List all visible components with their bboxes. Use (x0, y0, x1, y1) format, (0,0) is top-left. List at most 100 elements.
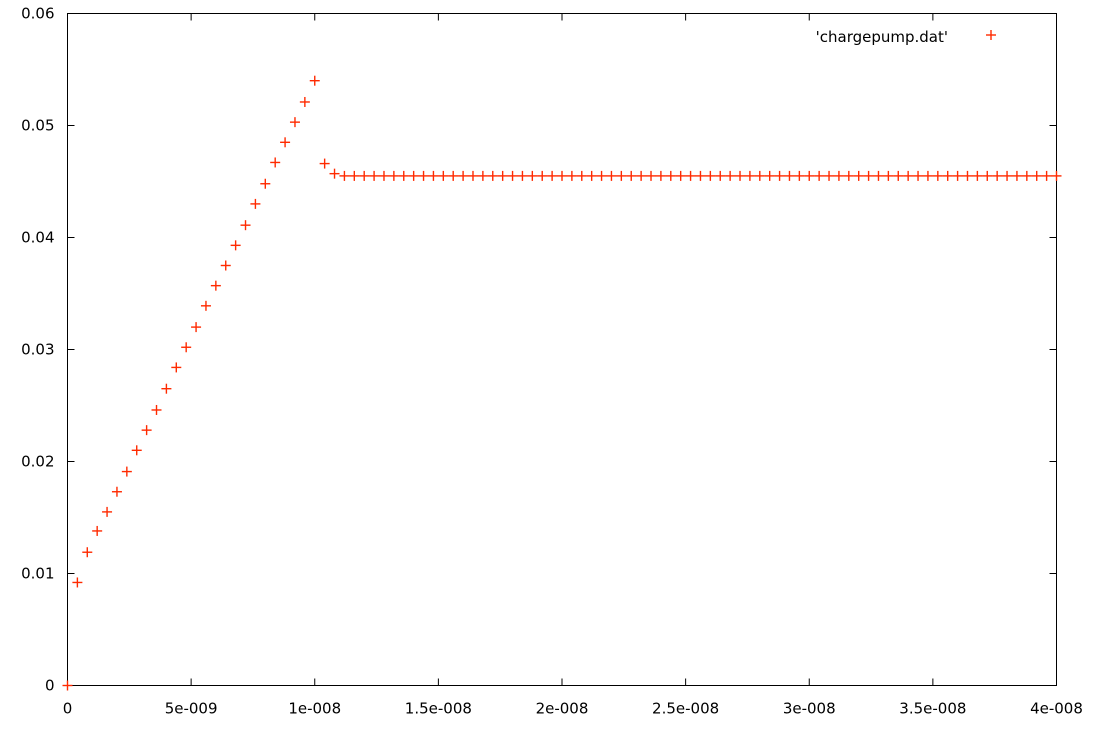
data-point (665, 170, 676, 181)
data-point (922, 170, 933, 181)
data-point (794, 170, 805, 181)
y-tick-label: 0.02 (21, 453, 54, 471)
data-point (458, 170, 469, 181)
data-point (111, 486, 122, 497)
data-point (487, 170, 498, 181)
data-point (250, 198, 261, 209)
data-point (260, 178, 271, 189)
data-point (62, 680, 73, 691)
data-point (547, 170, 558, 181)
data-point (754, 170, 765, 181)
data-point (636, 170, 647, 181)
legend-marker-plus (986, 30, 996, 40)
x-tick-label: 2.5e-008 (652, 700, 719, 718)
y-tick-label: 0.05 (21, 117, 54, 135)
data-point (210, 280, 221, 291)
data-point (774, 170, 785, 181)
data-point (725, 170, 736, 181)
y-tick-label: 0.04 (21, 229, 54, 247)
data-point (833, 170, 844, 181)
data-point (527, 170, 538, 181)
data-point (102, 506, 113, 517)
x-tick-label: 3.5e-008 (899, 700, 966, 718)
data-point (171, 362, 182, 373)
y-tick-label: 0.03 (21, 341, 54, 359)
data-points (62, 75, 1062, 691)
data-point (359, 170, 370, 181)
data-point (626, 170, 637, 181)
data-point (695, 170, 706, 181)
data-point (517, 170, 528, 181)
data-point (388, 170, 399, 181)
data-point (952, 170, 963, 181)
data-point (289, 117, 300, 128)
y-tick-label: 0.06 (21, 5, 54, 23)
data-point (280, 137, 291, 148)
y-tick-label: 0 (45, 677, 55, 695)
data-point (586, 170, 597, 181)
data-point (685, 170, 696, 181)
data-point (646, 170, 657, 181)
data-point (438, 170, 449, 181)
legend: 'chargepump.dat' (816, 28, 996, 46)
data-point (507, 170, 518, 181)
data-point (616, 170, 627, 181)
data-point (448, 170, 459, 181)
data-point (893, 170, 904, 181)
data-point (191, 322, 202, 333)
data-point (982, 170, 993, 181)
data-point (72, 577, 83, 588)
data-point (181, 342, 192, 353)
data-point (705, 170, 716, 181)
data-point (299, 96, 310, 107)
data-point (339, 170, 350, 181)
data-point (418, 170, 429, 181)
data-point (1051, 170, 1062, 181)
data-point (428, 170, 439, 181)
data-point (913, 170, 924, 181)
data-point (566, 170, 577, 181)
data-point (744, 170, 755, 181)
plot-frame (67, 13, 1057, 686)
data-point (319, 158, 330, 169)
data-point (883, 170, 894, 181)
data-point (131, 445, 142, 456)
data-point (369, 170, 380, 181)
data-point (497, 170, 508, 181)
x-tick-label: 1.5e-008 (405, 700, 472, 718)
data-point (992, 170, 1003, 181)
data-point (220, 260, 231, 271)
data-point (824, 170, 835, 181)
x-tick-label: 4e-008 (1030, 700, 1083, 718)
data-point (804, 170, 815, 181)
x-tick-label: 5e-009 (165, 700, 218, 718)
data-point (82, 547, 93, 558)
data-point (349, 170, 360, 181)
data-point (1041, 170, 1052, 181)
data-point (1021, 170, 1032, 181)
data-point (576, 170, 587, 181)
data-point (962, 170, 973, 181)
data-point (873, 170, 884, 181)
data-point (92, 525, 103, 536)
axis-ticks (67, 13, 1057, 686)
data-point (557, 170, 567, 181)
data-point (596, 170, 607, 181)
legend-marker (986, 30, 996, 40)
y-tick-label: 0.01 (21, 565, 54, 583)
data-point (378, 170, 389, 181)
data-point (903, 170, 914, 181)
data-point (863, 170, 874, 181)
data-point (655, 170, 666, 181)
data-point (972, 170, 983, 181)
x-tick-label: 3e-008 (783, 700, 836, 718)
data-point (764, 170, 775, 181)
data-point (467, 170, 478, 181)
x-tick-label: 0 (63, 700, 73, 718)
data-point (814, 170, 825, 181)
data-point (1002, 170, 1013, 181)
data-point (329, 168, 340, 179)
data-point (477, 170, 488, 181)
x-tick-label: 2e-008 (536, 700, 589, 718)
data-point (230, 240, 241, 251)
